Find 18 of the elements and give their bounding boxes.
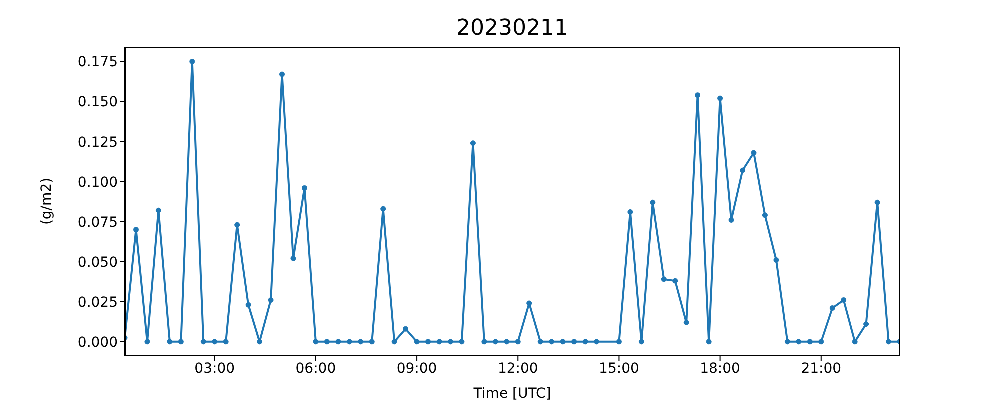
- y-tick-label: 0.075: [78, 214, 118, 231]
- y-axis-title: (g/m2): [38, 178, 55, 226]
- x-tick-label: 21:00: [801, 360, 842, 377]
- y-tick-label: 0.100: [78, 174, 118, 191]
- x-axis-title: Time [UTC]: [472, 386, 552, 400]
- y-tick-label: 0.050: [78, 254, 118, 271]
- y-tick-label: 0.175: [78, 54, 118, 71]
- x-tick-label: 18:00: [700, 360, 740, 377]
- y-tick-label: 0.025: [78, 294, 118, 311]
- x-tick-label: 12:00: [498, 360, 538, 377]
- y-tick-label: 0.000: [78, 334, 118, 351]
- y-tick-label: 0.150: [78, 94, 118, 111]
- x-tick-label: 15:00: [599, 360, 640, 377]
- x-tick-label: 06:00: [296, 360, 336, 377]
- x-tick-label: 03:00: [194, 360, 236, 377]
- y-tick-label: 0.125: [78, 134, 118, 151]
- chart-title: 20230211: [456, 16, 570, 41]
- x-tick-label: 09:00: [396, 360, 438, 377]
